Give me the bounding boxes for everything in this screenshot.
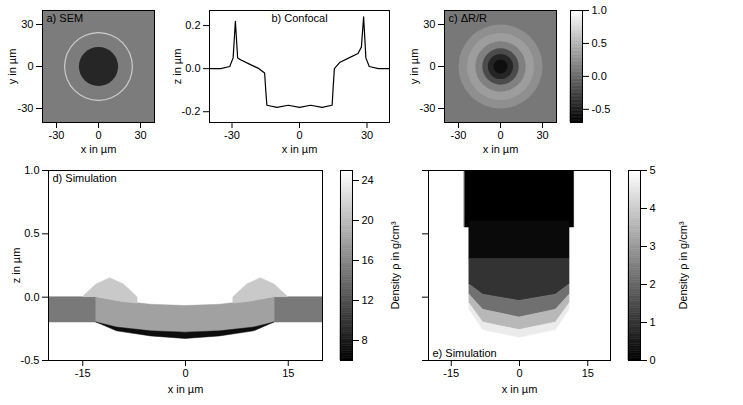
svg-text:-0.2: -0.2 [182,105,201,117]
svg-text:0.0: 0.0 [592,70,607,82]
svg-text:x in µm: x in µm [282,143,318,155]
svg-text:4: 4 [650,202,656,214]
svg-text:0.5: 0.5 [24,227,39,239]
svg-text:1.0: 1.0 [24,164,39,176]
svg-text:-15: -15 [75,367,91,379]
svg-text:0: 0 [95,129,101,141]
svg-text:b) Confocal: b) Confocal [271,12,327,24]
svg-text:30: 30 [21,18,33,30]
svg-text:30: 30 [134,129,146,141]
svg-text:0: 0 [296,129,302,141]
svg-text:z in µm: z in µm [10,248,22,284]
svg-text:2: 2 [650,278,656,290]
svg-text:-15: -15 [443,367,459,379]
svg-text:0.2: 0.2 [185,19,200,31]
svg-text:-30: -30 [420,102,436,114]
svg-text:a) SEM: a) SEM [47,12,84,24]
svg-text:x in µm: x in µm [81,143,117,155]
svg-text:-30: -30 [451,129,467,141]
svg-text:15: 15 [582,367,594,379]
svg-text:1.0: 1.0 [592,4,607,16]
svg-text:Density ρ in g/cm³: Density ρ in g/cm³ [389,221,401,310]
svg-text:d) Simulation: d) Simulation [53,172,117,184]
svg-text:x in µm: x in µm [168,383,204,395]
svg-text:z in µm: z in µm [171,49,183,85]
svg-text:8: 8 [362,334,368,346]
svg-text:0: 0 [429,60,435,72]
svg-text:x in µm: x in µm [502,383,538,395]
svg-text:0.5: 0.5 [592,37,607,49]
svg-text:15: 15 [282,367,294,379]
svg-text:20: 20 [362,214,374,226]
svg-text:0: 0 [27,60,33,72]
svg-text:-0.5: -0.5 [592,103,611,115]
svg-text:e) Simulation: e) Simulation [433,347,497,359]
svg-text:y in µm: y in µm [6,49,18,85]
svg-text:0.0: 0.0 [24,291,39,303]
svg-text:30: 30 [423,18,435,30]
svg-text:-30: -30 [18,102,34,114]
svg-text:-30: -30 [49,129,65,141]
svg-text:24: 24 [362,174,374,186]
svg-text:16: 16 [362,254,374,266]
svg-text:30: 30 [361,129,373,141]
svg-text:0: 0 [497,129,503,141]
svg-text:c) ΔR/R: c) ΔR/R [449,12,488,24]
svg-text:5: 5 [650,164,656,176]
svg-text:0.0: 0.0 [185,62,200,74]
svg-text:x in µm: x in µm [483,143,519,155]
svg-text:-30: -30 [224,129,240,141]
svg-text:0: 0 [182,367,188,379]
svg-text:30: 30 [536,129,548,141]
svg-text:12: 12 [362,294,374,306]
svg-text:Density ρ in g/cm³: Density ρ in g/cm³ [677,221,689,310]
svg-text:0: 0 [650,354,656,366]
svg-text:y in µm: y in µm [408,49,420,85]
svg-text:3: 3 [650,240,656,252]
svg-text:1: 1 [650,316,656,328]
svg-text:0: 0 [516,367,522,379]
svg-text:-0.5: -0.5 [21,354,40,366]
